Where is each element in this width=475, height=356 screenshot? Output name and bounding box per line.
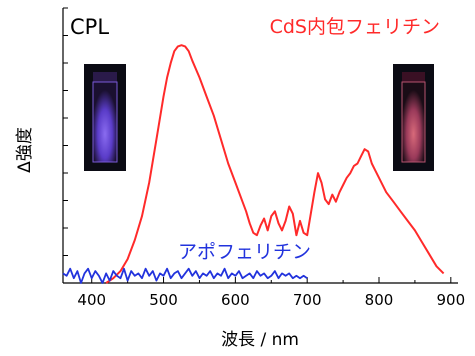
series-label-cds-ferritin: CdS内包フェリチン [270, 16, 440, 38]
x-axis-ticks: 400 500 600 700 800 900 [77, 277, 465, 309]
y-axis-label: Δ強度 [15, 127, 35, 173]
x-tick-label-400: 400 [77, 291, 106, 309]
series-line-cds-ferritin [105, 44, 445, 284]
x-axis-label: 波長 / nm [221, 330, 299, 350]
x-tick-label-500: 500 [149, 291, 178, 309]
x-tick-label-700: 700 [293, 291, 322, 309]
series-group [62, 44, 445, 284]
x-tick-label-800: 800 [365, 291, 394, 309]
series-label-apoferritin: アポフェリチン [178, 241, 311, 263]
x-tick-label-600: 600 [221, 291, 250, 309]
chart-title: CPL [70, 15, 109, 39]
x-tick-label-900: 900 [436, 291, 465, 309]
cds-ferritin-vial-photo [393, 64, 434, 171]
apoferritin-vial-photo [84, 64, 126, 171]
series-line-apoferritin [62, 267, 308, 284]
y-axis-ticks [63, 7, 68, 284]
